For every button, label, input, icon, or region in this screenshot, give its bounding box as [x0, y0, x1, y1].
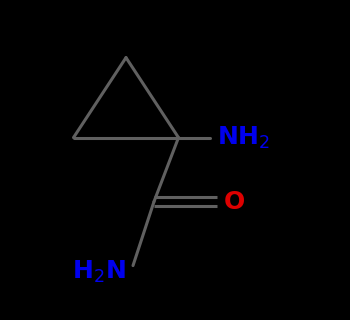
Text: H$_2$N: H$_2$N	[72, 259, 126, 285]
Text: NH$_2$: NH$_2$	[217, 124, 270, 151]
Text: O: O	[224, 189, 245, 214]
